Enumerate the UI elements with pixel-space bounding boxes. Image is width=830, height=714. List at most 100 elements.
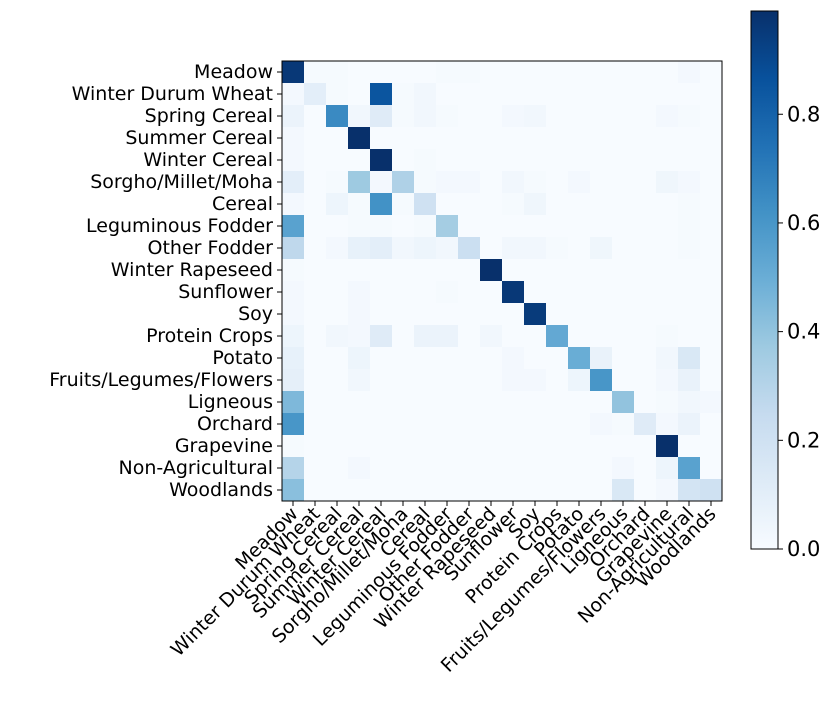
heatmap-cell xyxy=(678,413,701,436)
heatmap-cell xyxy=(304,61,327,84)
y-tick-label: Soy xyxy=(238,303,273,325)
heatmap-cell xyxy=(414,237,437,260)
heatmap-cell xyxy=(414,193,437,216)
heatmap-cell xyxy=(612,435,635,458)
heatmap-cell xyxy=(392,149,415,172)
y-tick-label: Orchard xyxy=(197,413,273,435)
heatmap-cell xyxy=(568,237,591,260)
heatmap-cell xyxy=(612,325,635,348)
heatmap-cell xyxy=(480,171,503,194)
heatmap-cell xyxy=(678,303,701,326)
heatmap-cell xyxy=(326,259,349,282)
heatmap-cell xyxy=(326,325,349,348)
heatmap-cell xyxy=(568,479,591,502)
heatmap-cell xyxy=(568,83,591,106)
heatmap-cell xyxy=(612,237,635,260)
heatmap-cell xyxy=(590,479,613,502)
heatmap-cell xyxy=(392,369,415,392)
heatmap-cell xyxy=(590,105,613,128)
heatmap-cell xyxy=(348,347,371,370)
heatmap-cell xyxy=(678,127,701,150)
heatmap-cell xyxy=(458,193,481,216)
heatmap-cell xyxy=(304,127,327,150)
heatmap-cell xyxy=(348,457,371,480)
heatmap-cell xyxy=(282,61,305,84)
heatmap-cell xyxy=(392,215,415,238)
heatmap-cell xyxy=(348,479,371,502)
heatmap-cell xyxy=(480,215,503,238)
heatmap-cell xyxy=(524,369,547,392)
heatmap-cell xyxy=(612,281,635,304)
heatmap-cell xyxy=(304,479,327,502)
heatmap-cell xyxy=(700,347,723,370)
heatmap-cell xyxy=(634,127,657,150)
y-tick-label: Sorgho/Millet/Moha xyxy=(90,171,273,193)
heatmap-cell xyxy=(370,435,393,458)
y-tick-label: Protein Crops xyxy=(146,325,273,347)
heatmap-cell xyxy=(480,149,503,172)
colorbar-tick-label: 0.8 xyxy=(787,102,820,126)
heatmap-cell xyxy=(524,215,547,238)
heatmap-cell xyxy=(524,259,547,282)
heatmap-cell xyxy=(282,303,305,326)
heatmap-cell xyxy=(414,127,437,150)
heatmap-cell xyxy=(392,281,415,304)
heatmap-cell xyxy=(370,303,393,326)
heatmap-cell xyxy=(304,83,327,106)
heatmap-cell xyxy=(392,303,415,326)
heatmap-cell xyxy=(480,127,503,150)
heatmap-cell xyxy=(370,457,393,480)
heatmap-cell xyxy=(282,325,305,348)
heatmap-cell xyxy=(612,347,635,370)
heatmap-cell xyxy=(502,61,525,84)
colorbar xyxy=(750,10,779,550)
y-tick-label: Spring Cereal xyxy=(145,105,273,127)
heatmap-cell xyxy=(414,105,437,128)
heatmap-cell xyxy=(414,479,437,502)
heatmap-cell xyxy=(414,413,437,436)
heatmap-cell xyxy=(700,435,723,458)
heatmap-cell xyxy=(392,457,415,480)
heatmap-cell xyxy=(502,325,525,348)
heatmap-cell xyxy=(348,413,371,436)
heatmap-cell xyxy=(458,347,481,370)
heatmap-cell xyxy=(480,325,503,348)
y-tick-label: Winter Rapeseed xyxy=(111,259,273,281)
heatmap-cell xyxy=(304,369,327,392)
heatmap-cell xyxy=(524,457,547,480)
heatmap-cell xyxy=(678,83,701,106)
heatmap-cell xyxy=(326,105,349,128)
heatmap-cell xyxy=(348,61,371,84)
heatmap-cell xyxy=(568,347,591,370)
heatmap-cell xyxy=(700,259,723,282)
heatmap-cell xyxy=(700,391,723,414)
heatmap-cell xyxy=(458,171,481,194)
heatmap-cell xyxy=(656,171,679,194)
heatmap-cell xyxy=(590,215,613,238)
heatmap-cell xyxy=(700,457,723,480)
heatmap-cell xyxy=(348,149,371,172)
heatmap-cell xyxy=(700,369,723,392)
heatmap-cell xyxy=(458,303,481,326)
heatmap-cell xyxy=(436,259,459,282)
heatmap-cell xyxy=(590,413,613,436)
heatmap-cell xyxy=(546,127,569,150)
heatmap-cell xyxy=(458,479,481,502)
heatmap-cell xyxy=(656,391,679,414)
heatmap-cell xyxy=(370,215,393,238)
heatmap-cell xyxy=(392,171,415,194)
y-tick-label: Cereal xyxy=(212,193,273,215)
heatmap-cell xyxy=(612,369,635,392)
heatmap-cell xyxy=(282,237,305,260)
heatmap-cell xyxy=(392,413,415,436)
heatmap-cell xyxy=(546,435,569,458)
heatmap-cell xyxy=(392,83,415,106)
heatmap-cell xyxy=(326,127,349,150)
heatmap-cell xyxy=(634,347,657,370)
heatmap-cell xyxy=(568,303,591,326)
heatmap-cell xyxy=(480,281,503,304)
heatmap-cell xyxy=(502,281,525,304)
heatmap-cell xyxy=(700,413,723,436)
heatmap-cell xyxy=(502,259,525,282)
heatmap-cell xyxy=(436,369,459,392)
